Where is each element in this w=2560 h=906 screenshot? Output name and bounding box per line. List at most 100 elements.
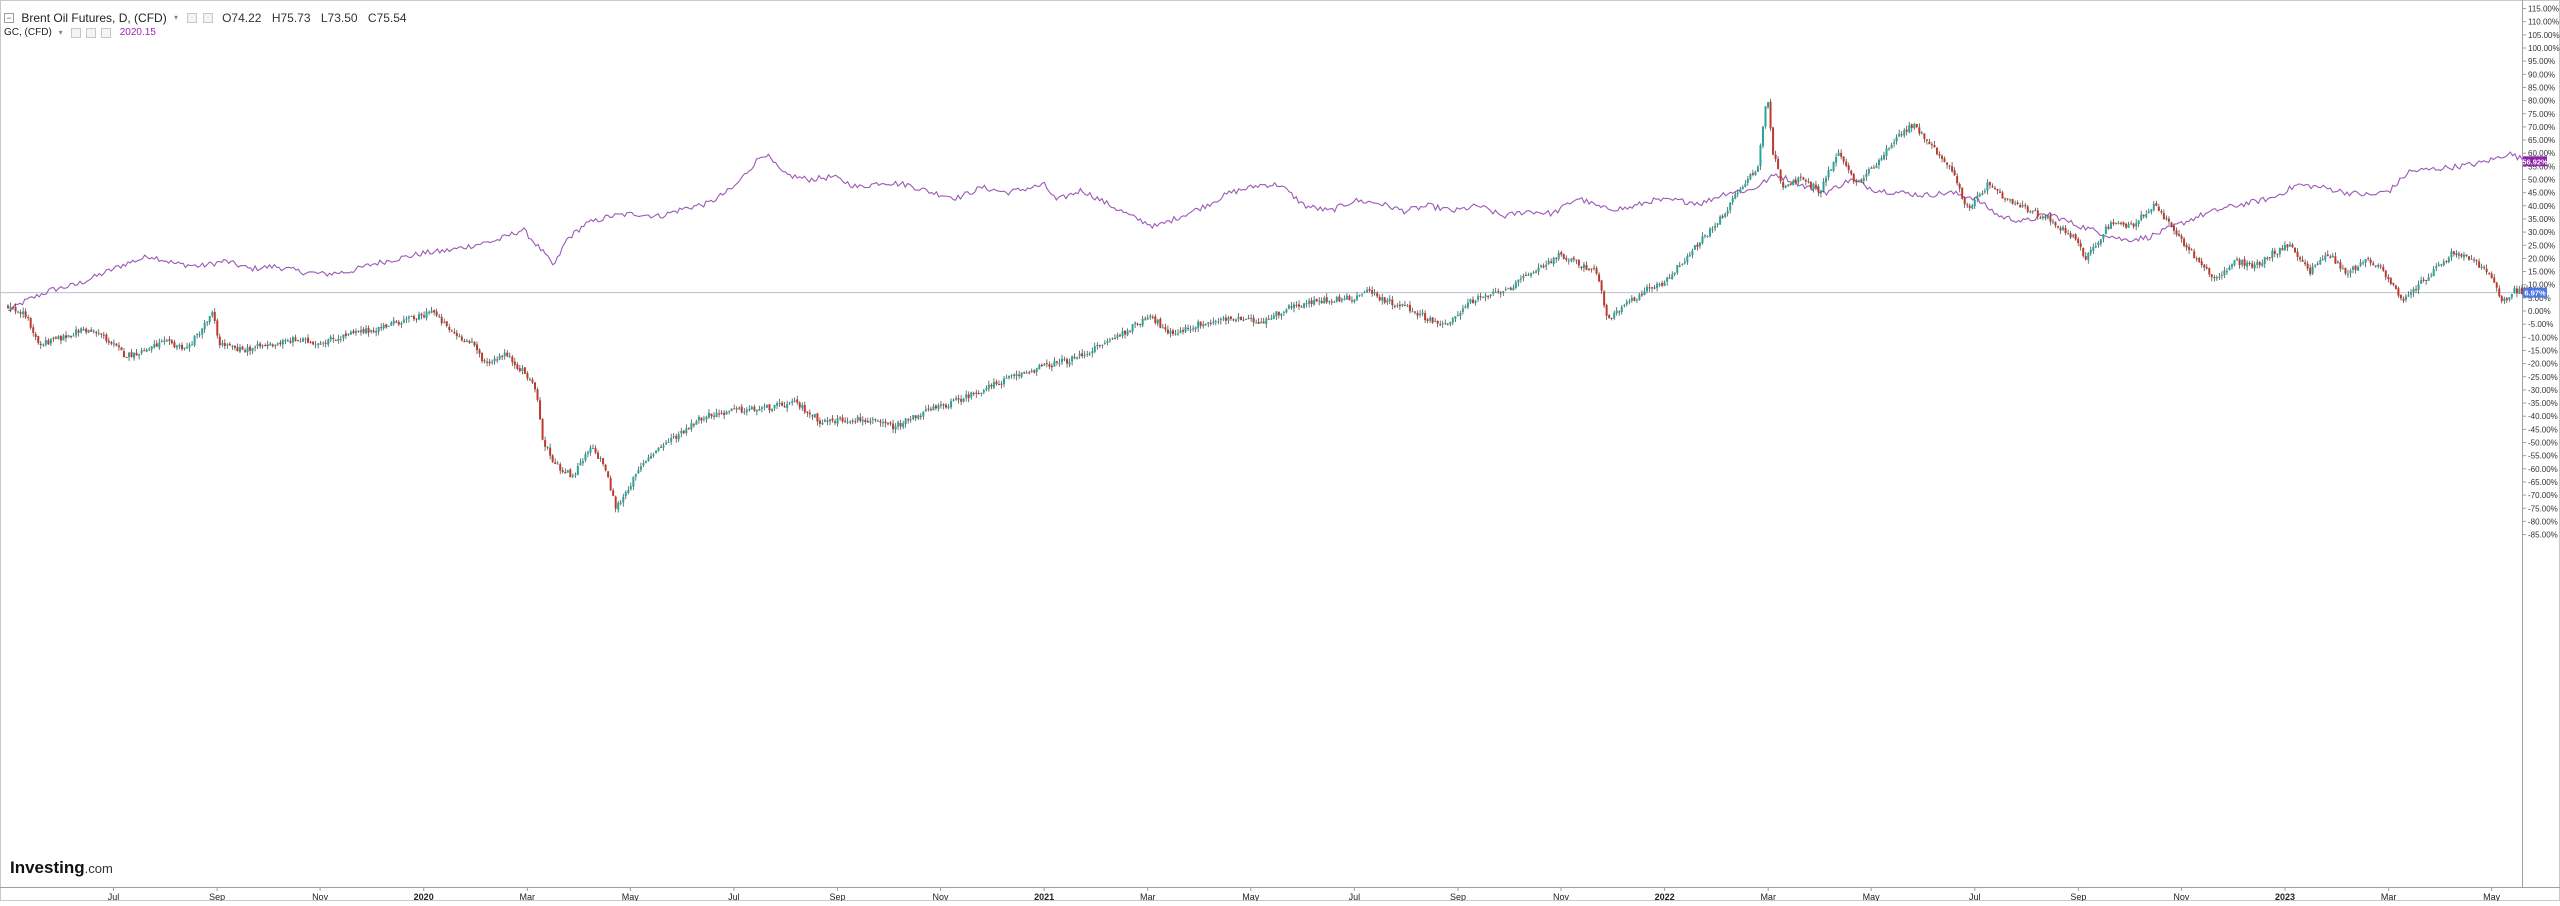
candle-body [1678,265,1681,267]
candle [808,409,811,419]
candle [1830,168,1833,171]
candle-body [385,324,388,328]
candle-body [702,418,705,420]
candle-body [1535,271,1538,273]
candle [1527,272,1530,277]
candle [1966,202,1969,209]
close-square-icon[interactable] [100,28,111,38]
chevron-down-icon[interactable]: ▾ [58,28,63,37]
candle-body [1101,344,1104,346]
candle-body [354,331,357,334]
candle [821,419,824,426]
candle [188,342,191,352]
eye-square-icon[interactable] [71,28,82,38]
candle-body [2321,259,2324,261]
candle-body [1514,282,1517,288]
y-tick-label: 50.00% [2528,176,2555,185]
candle-body [1913,123,1916,128]
candle-body [781,402,784,406]
main-series-legend[interactable]: − Brent Oil Futures, D, (CFD) ▾ O74.22 H… [4,10,414,25]
candle-body [1883,154,1886,160]
candle-body [685,428,688,434]
close-square-icon[interactable] [202,12,213,23]
candle [1638,292,1641,301]
candle [1963,196,1966,208]
candle [1484,293,1487,302]
candle [864,417,867,425]
settings-square-icon[interactable] [86,28,97,38]
candle-body [1055,361,1058,363]
candle-body [193,335,196,346]
candle-body [551,455,554,463]
candle-body [1633,297,1636,301]
candle [1426,317,1429,324]
candle-body [158,342,161,348]
candle-body [836,418,839,424]
candle-body [2253,264,2256,269]
compare-series-legend[interactable]: GC, (CFD) ▾ 2020.15 [4,26,156,41]
chevron-down-icon[interactable]: ▾ [174,12,179,22]
candle-body [395,321,398,323]
candle-body [536,389,539,400]
candle [2354,264,2357,274]
candle [513,357,516,369]
candle-body [624,491,627,497]
candle-body [2276,253,2279,255]
candle-body [1973,199,1976,207]
candle [445,320,448,328]
candle [433,309,436,316]
candle [112,339,115,348]
candle [1640,290,1643,297]
candle-body [1562,254,1565,259]
candle-body [1043,364,1046,366]
candle [75,326,78,338]
candle-body [465,340,468,342]
candle [312,341,315,346]
candle [1784,184,1787,189]
main-symbol-title[interactable]: Brent Oil Futures, D, (CFD) [21,10,167,25]
candle-body [1154,316,1157,324]
candle [1608,314,1611,319]
candle-body [1920,132,1923,134]
candle [1388,295,1391,304]
candle-body [2097,242,2100,246]
candle-body [967,394,970,399]
candle-body [1751,173,1754,175]
candle [2077,236,2080,247]
candle [2150,208,2153,215]
candle [1280,313,1283,320]
compare-symbol-title[interactable]: GC, (CFD) [4,27,52,38]
candle [1678,261,1681,268]
candle [624,490,627,500]
candle [64,331,67,342]
candle [2331,252,2334,258]
candle-body [1171,330,1174,334]
candle-body [2024,205,2027,207]
candle-body [1875,165,1878,168]
collapse-legend-icon[interactable]: − [4,12,14,23]
candle [660,444,663,448]
candle [1333,300,1336,304]
candle [349,330,352,336]
candle-body [1033,370,1036,373]
candle [1507,287,1510,290]
candle [1159,317,1162,329]
candle-body [2493,277,2496,283]
candle [806,411,809,417]
candle [1472,296,1475,304]
candle [1706,235,1709,238]
candle-body [2019,204,2022,208]
candle-body [680,431,683,434]
candle-body [1550,261,1553,264]
y-tick-label: -60.00% [2528,465,2558,474]
candle [2084,252,2087,261]
candle [559,462,562,475]
candle-body [1426,319,1429,322]
candle [1754,170,1757,176]
candle [2374,265,2377,268]
y-tick-label: 45.00% [2528,189,2555,198]
settings-square-icon[interactable] [187,12,198,23]
candle-body [2120,222,2123,224]
